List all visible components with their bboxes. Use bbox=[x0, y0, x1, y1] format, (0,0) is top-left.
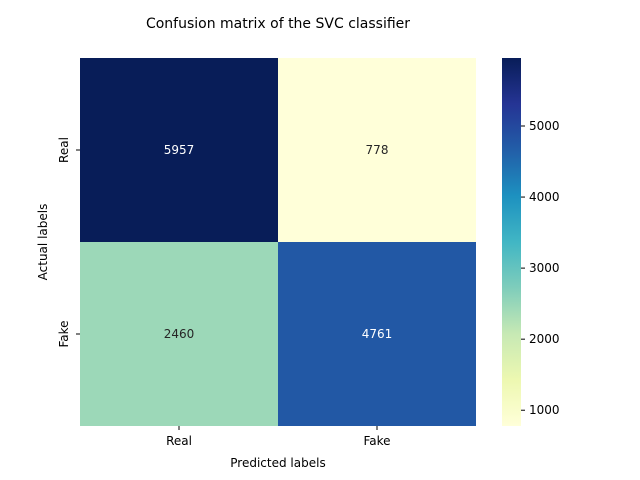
heatmap-cell bbox=[278, 242, 476, 426]
x-axis-ticks: Real Fake bbox=[166, 426, 391, 448]
x-axis-label: Predicted labels bbox=[230, 456, 325, 470]
heatmap-cells bbox=[80, 58, 476, 426]
y-tick-label: Real bbox=[57, 137, 71, 163]
x-tick-label: Fake bbox=[363, 434, 390, 448]
cell-value-label: 5957 bbox=[164, 143, 195, 157]
colorbar bbox=[502, 58, 521, 426]
colorbar-tick-label: 4000 bbox=[529, 190, 560, 204]
chart-title: Confusion matrix of the SVC classifier bbox=[146, 16, 410, 32]
y-axis-ticks: Real Fake bbox=[57, 137, 80, 348]
heatmap-cell bbox=[80, 58, 278, 242]
cell-value-label: 2460 bbox=[164, 327, 195, 341]
y-axis-label: Actual labels bbox=[36, 204, 50, 281]
colorbar-tick-label: 2000 bbox=[529, 332, 560, 346]
cell-value-label: 778 bbox=[366, 143, 389, 157]
cell-value-label: 4761 bbox=[362, 327, 393, 341]
heatmap-cell bbox=[278, 58, 476, 242]
colorbar-tick-label: 5000 bbox=[529, 119, 560, 133]
y-tick-label: Fake bbox=[57, 320, 71, 347]
heatmap-cell bbox=[80, 242, 278, 426]
colorbar-tick-label: 3000 bbox=[529, 261, 560, 275]
heatmap-cell-labels: 5957 778 2460 4761 bbox=[164, 143, 393, 341]
colorbar-ticks: 1000 2000 3000 4000 5000 bbox=[521, 119, 560, 417]
colorbar-tick-label: 1000 bbox=[529, 403, 560, 417]
x-tick-label: Real bbox=[166, 434, 192, 448]
